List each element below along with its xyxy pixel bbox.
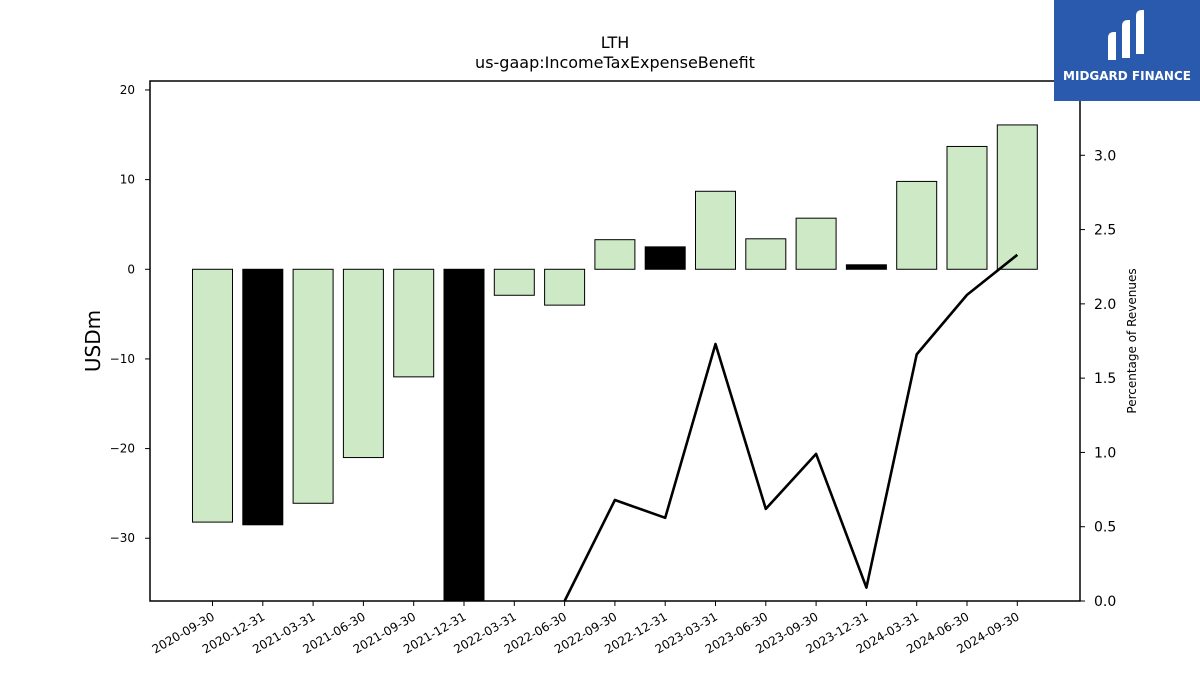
right-tick-label: 2.5: [1094, 223, 1116, 239]
logo-text: MIDGARD FINANCE: [1063, 69, 1191, 83]
bar-2020-09-30: [192, 268, 233, 523]
bar-2023-12-31: [845, 264, 887, 270]
bar-2024-09-30: [996, 124, 1038, 270]
bar-2021-12-31: [443, 268, 485, 602]
revenue-percentage-line: [563, 253, 1019, 602]
right-tick-label: 0.0: [1094, 594, 1116, 610]
bar-2022-12-31: [644, 246, 686, 270]
y-axis-label-left: USDm: [81, 310, 105, 372]
bar-2020-12-31: [242, 268, 284, 526]
line-group: [563, 253, 1019, 602]
brand-logo: MIDGARD FINANCE: [1054, 0, 1200, 101]
y-tick-label: 20: [120, 83, 135, 97]
bar-2022-06-30: [544, 268, 586, 306]
bar-2023-06-30: [745, 238, 787, 270]
y-tick-label: 0: [127, 262, 135, 276]
bar-2021-03-31: [292, 268, 334, 504]
bar-2021-06-30: [342, 268, 384, 459]
bar-2021-09-30: [393, 268, 435, 378]
plot-frame: [149, 80, 1081, 602]
right-tick-label: 1.0: [1094, 445, 1116, 461]
bar-2023-09-30: [795, 217, 837, 270]
right-tick-label: 0.5: [1094, 520, 1116, 536]
y-tick-label: −10: [110, 352, 135, 366]
right-tick-label: 3.0: [1094, 148, 1116, 164]
left-axis: 20 10 0 −10 −20 −30: [110, 83, 150, 545]
right-tick-label: 1.5: [1094, 371, 1116, 387]
right-axis: 0.0 0.5 1.0 1.5 2.0 2.5 3.0: [1080, 148, 1116, 610]
logo-icon: [1108, 10, 1144, 60]
bar-2023-03-31: [695, 190, 736, 270]
chart-subtitle: us-gaap:IncomeTaxExpenseBenefit: [475, 53, 755, 72]
x-axis: 2020-09-302020-12-312021-03-312021-06-30…: [150, 601, 1022, 656]
y-tick-label: −30: [110, 531, 135, 545]
bars-group: [192, 124, 1038, 602]
chart-title: LTH: [601, 33, 630, 52]
y-axis-label-right: Percentage of Revenues: [1125, 268, 1139, 413]
bar-2022-03-31: [493, 268, 535, 296]
y-tick-label: −20: [110, 442, 135, 456]
right-tick-label: 2.0: [1094, 297, 1116, 313]
bar-2024-03-31: [896, 180, 938, 270]
bar-2024-06-30: [946, 145, 988, 270]
bar-2022-09-30: [594, 239, 636, 270]
y-tick-label: 10: [120, 173, 135, 187]
